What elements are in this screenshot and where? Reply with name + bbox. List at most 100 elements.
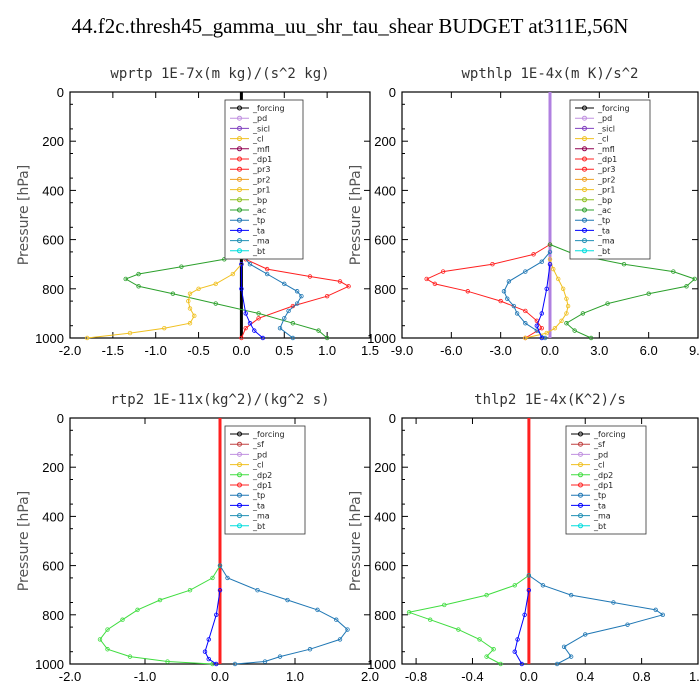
- legend-label: _bp: [597, 196, 612, 205]
- series-point: [514, 311, 520, 316]
- y-axis-label: Pressure [hPa]: [16, 165, 32, 265]
- x-tick-label: -1.0: [145, 343, 167, 358]
- series-point: [547, 249, 553, 255]
- series-point: [506, 279, 512, 284]
- legend-label: _ac: [252, 206, 266, 215]
- series-point: [406, 610, 412, 615]
- y-tick-label: 1000: [35, 331, 64, 346]
- x-tick-label: 0.0: [211, 669, 229, 684]
- legend-label: _ma: [252, 512, 270, 521]
- legend-marker: [237, 187, 242, 193]
- y-axis-label: Pressure [hPa]: [16, 491, 32, 591]
- series-point: [260, 335, 266, 341]
- y-tick-label: 0: [389, 85, 396, 100]
- x-tick-label: -1.5: [102, 343, 124, 358]
- x-tick-label: 0.5: [275, 343, 293, 358]
- series-point: [162, 325, 167, 331]
- legend-marker: [578, 523, 583, 529]
- series-point: [442, 602, 447, 608]
- series-point: [120, 617, 125, 622]
- series-point: [531, 252, 536, 257]
- series-point: [490, 262, 495, 267]
- x-tick-label: 0.4: [576, 669, 594, 684]
- series-point: [210, 575, 215, 581]
- series-point: [217, 563, 223, 568]
- legend-label: _cl: [252, 461, 264, 470]
- series-point: [282, 281, 287, 287]
- x-tick-label: 0.0: [541, 343, 559, 358]
- legend-label: _ta: [597, 226, 610, 235]
- legend-label: _pr1: [252, 186, 270, 195]
- series-point: [519, 661, 525, 667]
- series-point: [559, 318, 564, 323]
- x-tick-label: 0.0: [520, 669, 538, 684]
- series-line-dp2: [99, 565, 221, 665]
- figure-title: 44.f2c.thresh45_gamma_uu_shr_tau_shear B…: [71, 14, 629, 38]
- legend-marker: [582, 146, 587, 152]
- y-tick-label: 800: [374, 608, 396, 623]
- y-tick-label: 600: [374, 233, 396, 248]
- series-point: [307, 647, 313, 652]
- series-point: [465, 289, 470, 294]
- series-line-dp1: [425, 244, 551, 339]
- legend-label: _bt: [593, 522, 606, 531]
- panel-thlp2: thlp2 1E-4x(K^2)/s 0 200 400 600 800 1000 -0.8 -…: [348, 392, 700, 684]
- series-point: [337, 279, 343, 284]
- series-point: [484, 592, 489, 598]
- y-tick-label: 0: [57, 411, 64, 426]
- y-tick-label: 400: [42, 183, 64, 198]
- legend-label: _bt: [252, 522, 265, 531]
- series-point: [501, 289, 507, 294]
- legend-label: _cl: [597, 135, 609, 144]
- series-point: [565, 303, 571, 309]
- legend-marker: [578, 451, 583, 457]
- series-point: [526, 588, 532, 593]
- series-point: [588, 335, 594, 341]
- legend-label: _ma: [597, 237, 615, 246]
- series-point: [230, 271, 236, 277]
- panel-wprtp: wprtp 1E-7x(m kg)/(s^2 kg) 0 200 400 600 800 1…: [16, 66, 379, 358]
- series-point: [334, 617, 339, 622]
- series-point: [560, 286, 566, 291]
- series-point: [539, 311, 544, 316]
- series-point: [440, 269, 446, 274]
- legend-marker: [578, 441, 583, 447]
- series-point: [217, 588, 223, 593]
- series-point: [196, 286, 201, 291]
- legend-label: _sicl: [252, 124, 270, 133]
- series-point: [187, 306, 193, 311]
- series-point: [213, 301, 218, 306]
- series-point: [523, 269, 528, 274]
- legend-marker: [237, 451, 242, 457]
- legend-marker: [237, 176, 242, 182]
- legend-marker: [582, 227, 587, 233]
- x-tick-label: -9.0: [391, 343, 413, 358]
- y-tick-label: 200: [374, 460, 396, 475]
- series-line-pr1: [525, 259, 569, 339]
- series-point: [534, 323, 540, 328]
- legend-marker: [578, 502, 583, 508]
- x-tick-label: -2.0: [59, 669, 81, 684]
- x-tick-label: 0.0: [232, 343, 250, 358]
- series-line-tp: [503, 251, 551, 339]
- series-point: [299, 293, 304, 299]
- series-point: [523, 308, 528, 314]
- series-point: [572, 328, 577, 333]
- series-point: [127, 330, 133, 336]
- y-tick-label: 200: [42, 460, 64, 475]
- legend-marker: [237, 462, 242, 468]
- x-tick-label: 1.5: [361, 343, 379, 358]
- series-point: [214, 661, 219, 667]
- legend-marker: [582, 176, 587, 182]
- series-point: [512, 649, 517, 654]
- series-point: [611, 600, 616, 605]
- series-point: [512, 583, 517, 588]
- series-point: [84, 335, 90, 341]
- legend-label: _sicl: [597, 124, 615, 133]
- legend-label: _pr2: [597, 175, 615, 184]
- series-point: [225, 575, 230, 581]
- legend-label: _tp: [252, 491, 265, 500]
- series-point: [252, 328, 257, 333]
- series-point: [105, 627, 110, 632]
